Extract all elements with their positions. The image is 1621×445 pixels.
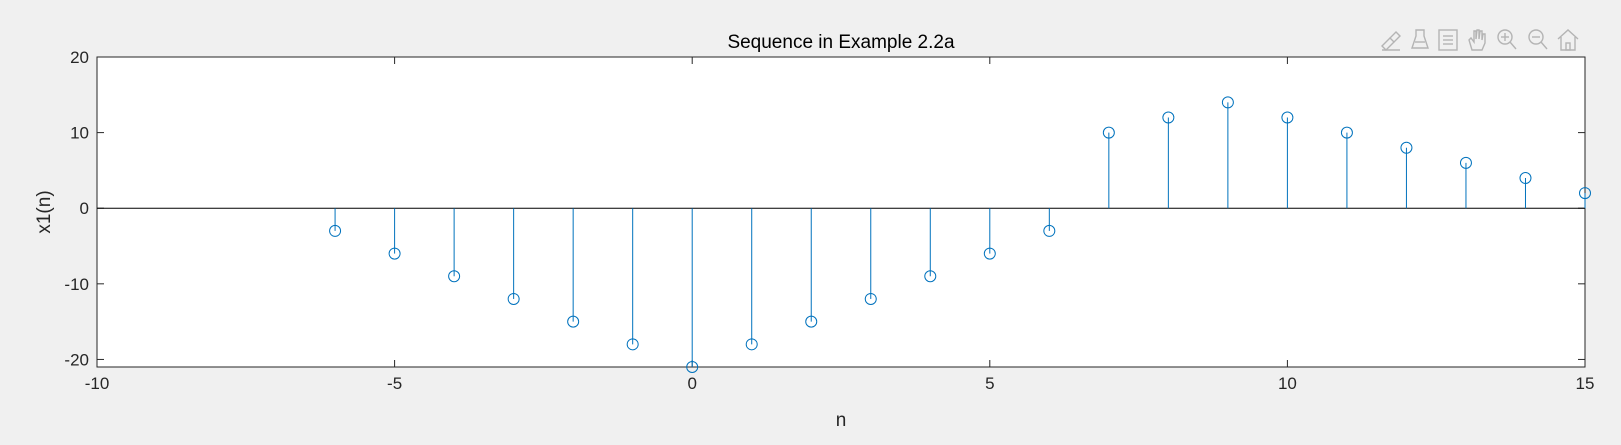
zoom-in-icon[interactable]	[1497, 29, 1517, 50]
stem-marker	[686, 361, 699, 373]
stem-marker	[1459, 156, 1472, 169]
stem-marker	[1579, 187, 1591, 200]
data-tips-icon[interactable]	[1411, 29, 1429, 49]
stem-marker	[329, 224, 342, 237]
x-tick-label: -10	[85, 374, 110, 393]
x-tick-label: -5	[387, 374, 402, 393]
stem-marker	[1519, 171, 1532, 184]
y-tick-label: -20	[64, 350, 89, 369]
axes-toolbar	[1381, 29, 1579, 51]
stem-marker	[388, 247, 401, 260]
stem-marker	[1162, 111, 1175, 124]
brush-icon[interactable]	[1381, 31, 1401, 51]
plot-area[interactable]	[96, 56, 1586, 368]
legend-icon[interactable]	[1438, 29, 1458, 51]
x-tick-label: 10	[1278, 374, 1297, 393]
stem-marker	[1102, 126, 1115, 139]
y-axis-label: x1(n)	[34, 190, 55, 233]
stem-marker	[448, 270, 461, 283]
stem-marker	[864, 292, 877, 305]
home-icon[interactable]	[1557, 29, 1579, 51]
stem-marker	[1043, 224, 1056, 237]
x-axis-label: n	[836, 410, 847, 431]
stem-marker	[983, 247, 996, 260]
x-tick-labels: -10 -5 0 5 10 15	[85, 374, 1595, 393]
y-tick-label: 10	[70, 124, 89, 143]
y-tick-label: 0	[80, 199, 89, 218]
stem-marker	[805, 315, 818, 328]
stem-marker	[1400, 141, 1413, 154]
zoom-out-icon[interactable]	[1528, 29, 1548, 50]
stem-marker	[924, 270, 937, 283]
stem-marker	[567, 315, 580, 328]
y-tick-label: -10	[64, 275, 89, 294]
y-tick-label: 20	[70, 48, 89, 67]
stem-marker	[1340, 126, 1353, 139]
stem-marker	[507, 292, 520, 305]
stem-marker	[1281, 111, 1294, 124]
pan-icon[interactable]	[1468, 29, 1486, 51]
x-tick-label: 5	[985, 374, 994, 393]
chart-title: Sequence in Example 2.2a	[727, 32, 955, 53]
x-tick-label: 0	[687, 374, 696, 393]
stem-marker	[626, 338, 639, 351]
y-tick-labels: -20 -10 0 10 20	[64, 48, 89, 369]
stem-series	[329, 96, 1591, 373]
x-tick-label: 15	[1576, 374, 1595, 393]
stem-marker	[745, 338, 758, 351]
stem-marker	[1221, 96, 1234, 109]
